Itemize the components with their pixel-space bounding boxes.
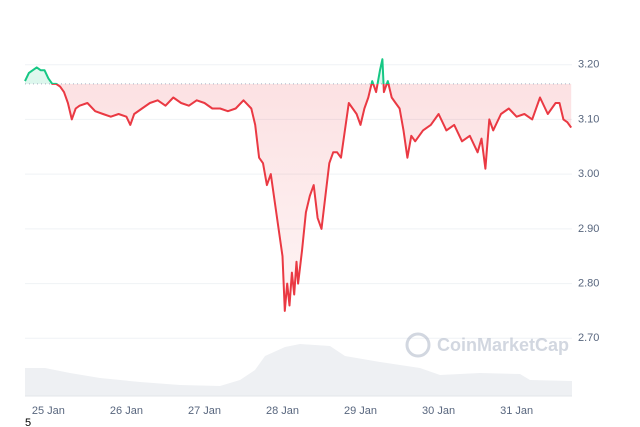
y-tick-label: 3.20	[578, 59, 599, 71]
x-tick-label: 26 Jan	[110, 405, 143, 417]
price-area	[25, 59, 572, 311]
x-tick-label: 31 Jan	[500, 405, 533, 417]
y-tick-label: 3.10	[578, 113, 599, 125]
volume-area	[25, 344, 572, 396]
y-tick-label: 2.90	[578, 223, 599, 235]
x-tick-label: 27 Jan	[188, 405, 221, 417]
y-tick-label: 2.80	[578, 277, 599, 289]
watermark-text: CoinMarketCap	[437, 335, 569, 355]
x-tick-label: 25 Jan	[32, 405, 65, 417]
watermark: CoinMarketCap	[405, 332, 569, 358]
x-tick-label: 30 Jan	[422, 405, 455, 417]
price-line	[24, 58, 573, 312]
cutoff-text: 5	[25, 417, 31, 427]
y-tick-label: 3.00	[578, 168, 599, 180]
x-tick-label: 28 Jan	[266, 405, 299, 417]
y-tick-label: 2.70	[578, 332, 599, 344]
x-tick-label: 29 Jan	[344, 405, 377, 417]
watermark-logo	[405, 332, 431, 358]
